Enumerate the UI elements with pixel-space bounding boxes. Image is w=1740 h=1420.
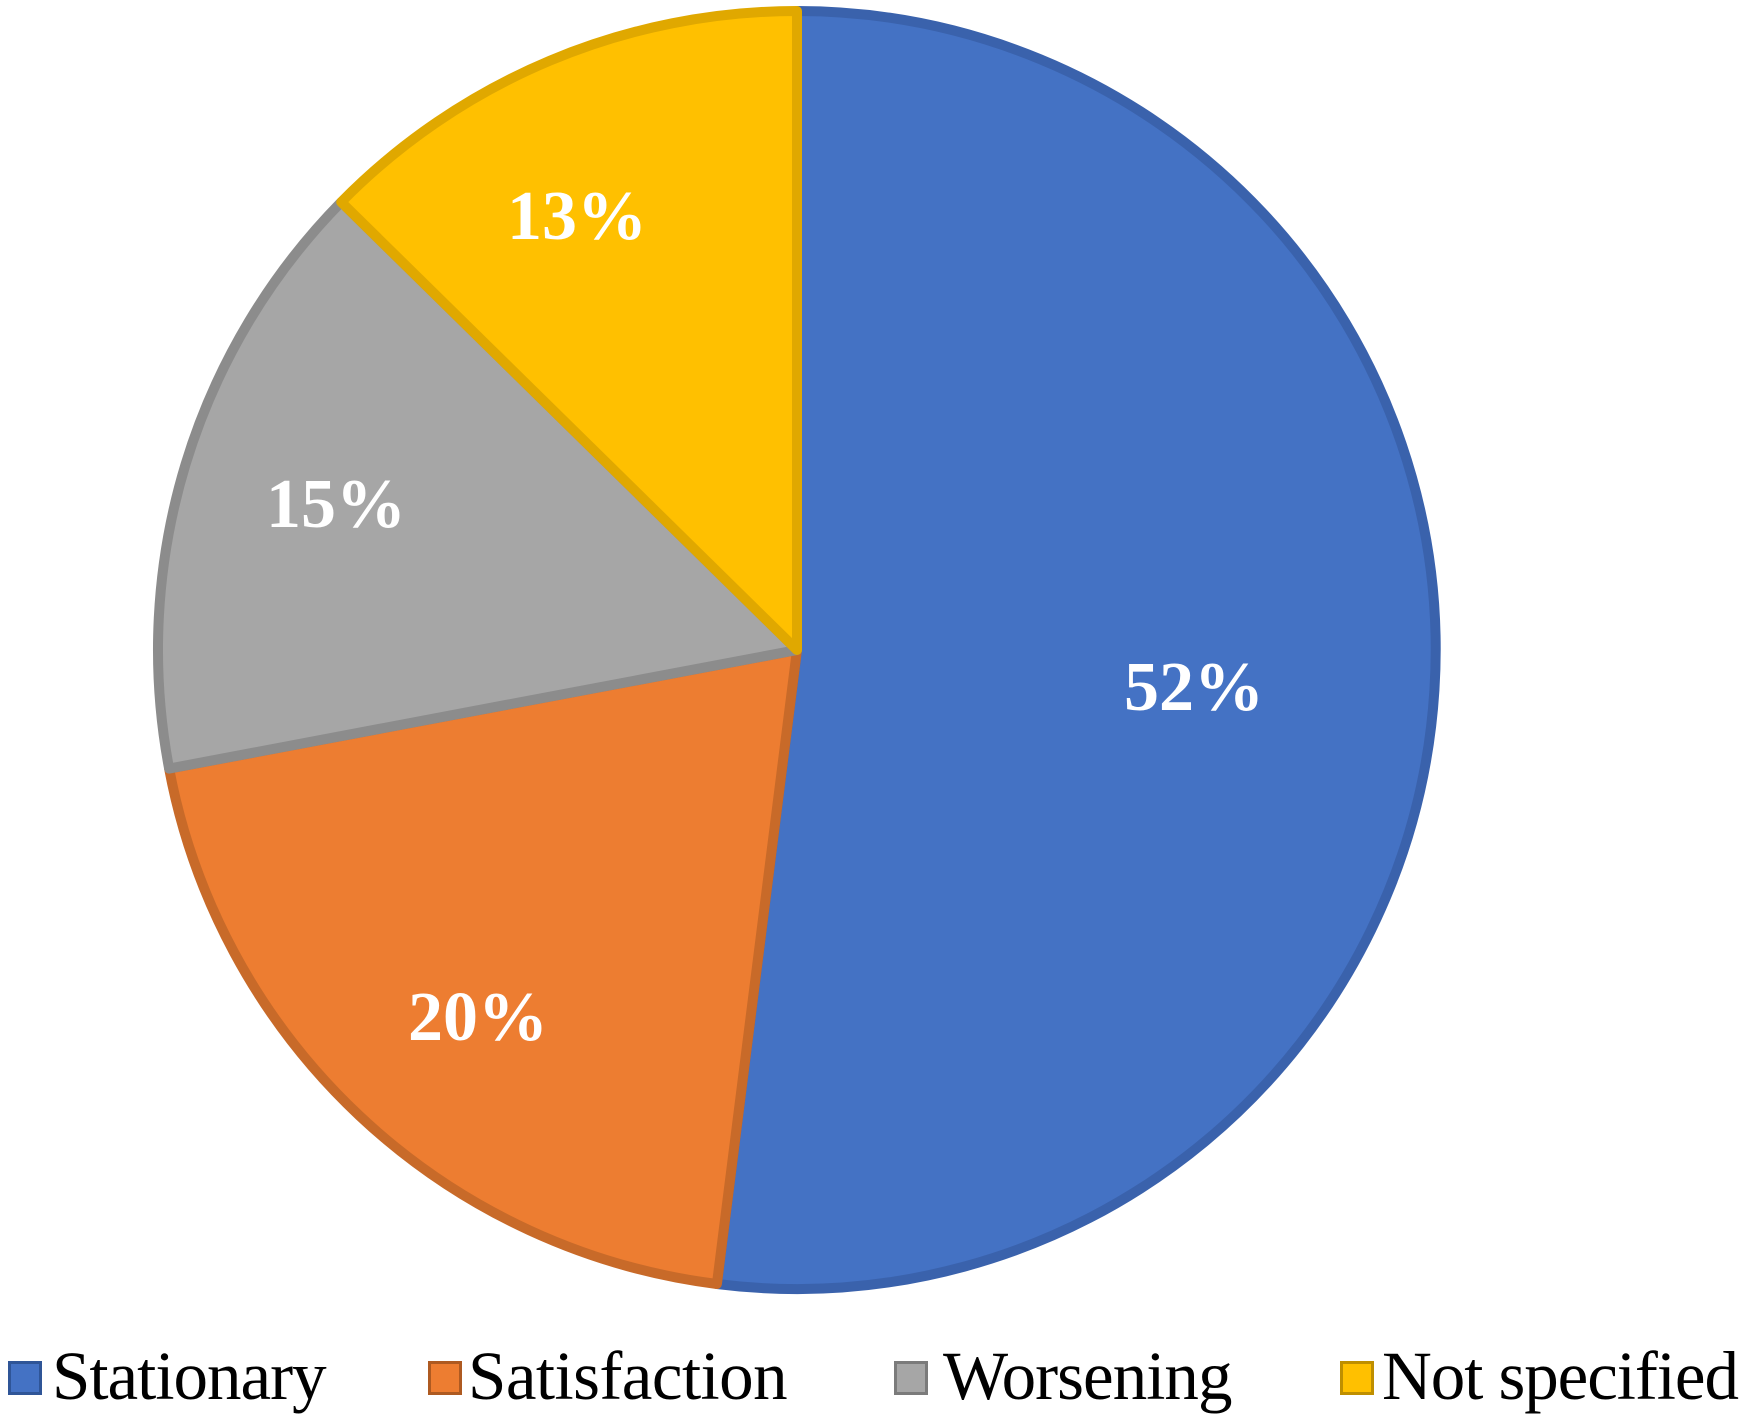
svg-text:20%: 20% bbox=[408, 979, 548, 1056]
svg-text:13%: 13% bbox=[507, 178, 647, 255]
svg-text:Satisfaction: Satisfaction bbox=[468, 1338, 787, 1414]
svg-text:Not specified: Not specified bbox=[1382, 1338, 1738, 1414]
svg-text:52%: 52% bbox=[1124, 649, 1264, 726]
svg-text:Stationary: Stationary bbox=[52, 1338, 327, 1414]
svg-text:Worsening: Worsening bbox=[943, 1338, 1232, 1414]
svg-text:15%: 15% bbox=[266, 466, 406, 543]
